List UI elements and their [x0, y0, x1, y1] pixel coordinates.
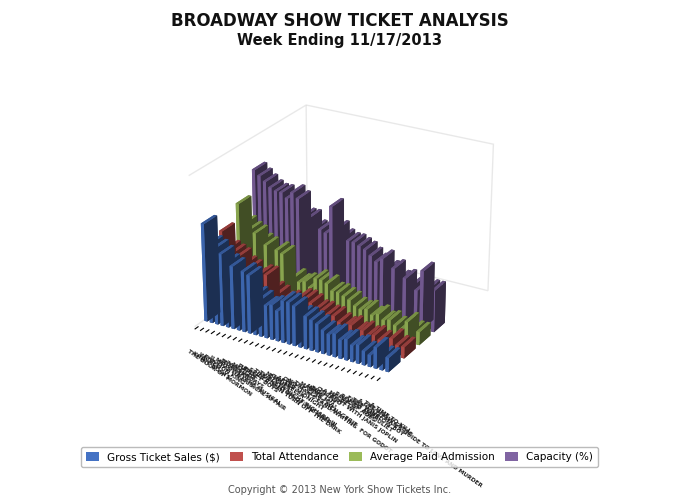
- Text: Copyright © 2013 New York Show Tickets Inc.: Copyright © 2013 New York Show Tickets I…: [228, 485, 451, 495]
- Text: Week Ending 11/17/2013: Week Ending 11/17/2013: [237, 32, 442, 48]
- Text: BROADWAY SHOW TICKET ANALYSIS: BROADWAY SHOW TICKET ANALYSIS: [170, 12, 509, 30]
- Legend: Gross Ticket Sales ($), Total Attendance, Average Paid Admission, Capacity (%): Gross Ticket Sales ($), Total Attendance…: [81, 447, 598, 468]
